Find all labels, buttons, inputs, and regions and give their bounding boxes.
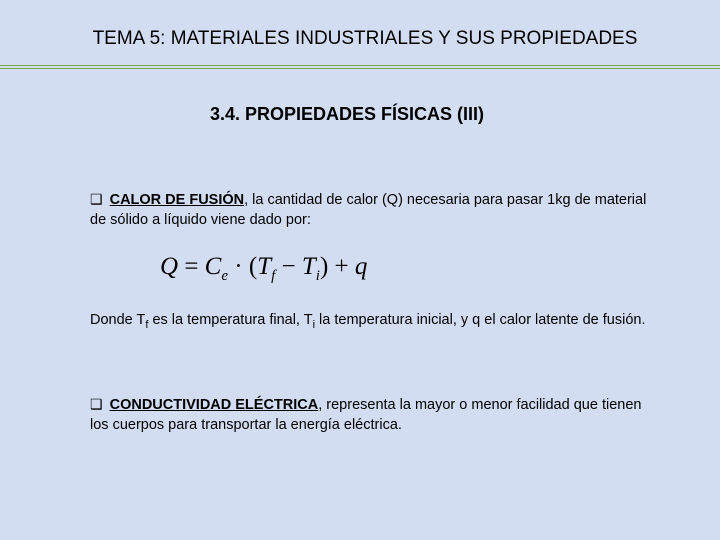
eq-dot: · <box>228 253 249 280</box>
followup-rest: la temperatura inicial, y q el calor lat… <box>315 312 645 328</box>
eq-q: q <box>355 253 368 280</box>
eq-equals: = <box>178 253 205 280</box>
eq-lparen: ( <box>249 253 257 280</box>
eq-Q: Q <box>160 253 178 280</box>
eq-Tf: T <box>257 253 271 280</box>
equation: Q = Ce · (Tf − Ti) + q <box>160 253 367 285</box>
item-calor-de-fusion: ❑ CALOR DE FUSIÓN, la cantidad de calor … <box>90 190 650 230</box>
eq-plus: + <box>328 253 355 280</box>
divider-line <box>0 65 720 69</box>
slide: TEMA 5: MATERIALES INDUSTRIALES Y SUS PR… <box>0 0 720 540</box>
item1-followup: Donde Tf es la temperatura final, Ti la … <box>90 311 652 333</box>
section-title: 3.4. PROPIEDADES FÍSICAS (III) <box>210 104 484 125</box>
bullet-icon: ❑ <box>90 191 103 207</box>
followup-mid: es la temperatura final, T <box>148 312 312 328</box>
eq-Ti: T <box>302 253 316 280</box>
followup-pre: Donde T <box>90 312 145 328</box>
item2-heading: CONDUCTIVIDAD ELÉCTRICA <box>110 397 319 413</box>
eq-minus: − <box>275 253 302 280</box>
eq-Ce: C <box>205 253 222 280</box>
item1-heading: CALOR DE FUSIÓN <box>110 192 245 208</box>
slide-title: TEMA 5: MATERIALES INDUSTRIALES Y SUS PR… <box>65 28 665 50</box>
bullet-icon: ❑ <box>90 396 103 412</box>
item-conductividad-electrica: ❑ CONDUCTIVIDAD ELÉCTRICA, representa la… <box>90 395 650 435</box>
